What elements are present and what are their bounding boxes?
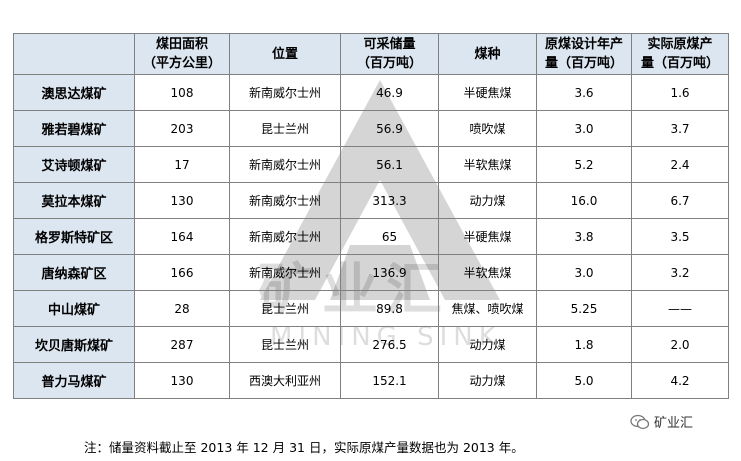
table-cell: 6.7 bbox=[631, 182, 729, 219]
table-cell: 136.9 bbox=[340, 254, 439, 291]
table-cell: 喷吹煤 bbox=[438, 110, 537, 147]
table-cell: 3.5 bbox=[631, 218, 729, 255]
table-cell: 313.3 bbox=[340, 182, 439, 219]
table-cell: 3.7 bbox=[631, 110, 729, 147]
table-cell: 3.0 bbox=[536, 254, 632, 291]
table-cell: 130 bbox=[134, 182, 230, 219]
table-cell: 1.8 bbox=[536, 326, 632, 363]
table-cell: 昆士兰州 bbox=[229, 110, 341, 147]
column-header-6: 实际原煤产 量（百万吨） bbox=[631, 33, 729, 75]
brand-label: 矿业汇 bbox=[654, 416, 694, 431]
header-row: 煤田面积 （平方公里） 位置 可采储量 （百万吨） 煤种 原煤设计年产 量（百万吨） 实际… bbox=[13, 33, 729, 75]
brand-badge: 矿业汇 bbox=[630, 412, 693, 431]
table-cell: 昆士兰州 bbox=[229, 290, 341, 327]
table-cell: 4.2 bbox=[631, 362, 729, 399]
table-cell: 203 bbox=[134, 110, 230, 147]
table-cell: 152.1 bbox=[340, 362, 439, 399]
table-wrapper: 煤田面积 （平方公里） 位置 可采储量 （百万吨） 煤种 原煤设计年产 量（百万吨） 实际… bbox=[13, 33, 729, 399]
table-cell: 5.2 bbox=[536, 146, 632, 183]
wechat-icon bbox=[630, 414, 650, 429]
table-row: 坎贝唐斯煤矿 287 昆士兰州 276.5 动力煤 1.8 2.0 bbox=[13, 326, 729, 363]
column-header-4: 煤种 bbox=[438, 33, 537, 75]
table-cell: 3.8 bbox=[536, 218, 632, 255]
mine-name-cell: 莫拉本煤矿 bbox=[13, 182, 135, 219]
table-cell: 108 bbox=[134, 74, 230, 111]
column-header-2: 位置 bbox=[229, 33, 341, 75]
table-row: 艾诗顿煤矿 17 新南威尔士州 56.1 半软焦煤 5.2 2.4 bbox=[13, 146, 729, 183]
table-cell: 新南威尔士州 bbox=[229, 182, 341, 219]
table-cell: 新南威尔士州 bbox=[229, 254, 341, 291]
table-cell: 17 bbox=[134, 146, 230, 183]
table-cell: 5.25 bbox=[536, 290, 632, 327]
table-cell: 新南威尔士州 bbox=[229, 74, 341, 111]
table-cell: 半硬焦煤 bbox=[438, 74, 537, 111]
table-row: 唐纳森矿区 166 新南威尔士州 136.9 半软焦煤 3.0 3.2 bbox=[13, 254, 729, 291]
table-cell: 半硬焦煤 bbox=[438, 218, 537, 255]
mine-name-cell: 澳思达煤矿 bbox=[13, 74, 135, 111]
table-cell: 166 bbox=[134, 254, 230, 291]
table-cell: 半软焦煤 bbox=[438, 254, 537, 291]
mine-name-cell: 雅若碧煤矿 bbox=[13, 110, 135, 147]
table-cell: 2.0 bbox=[631, 326, 729, 363]
table-cell: 130 bbox=[134, 362, 230, 399]
coal-mines-table: 煤田面积 （平方公里） 位置 可采储量 （百万吨） 煤种 原煤设计年产 量（百万吨） 实际… bbox=[13, 33, 729, 399]
table-cell: 动力煤 bbox=[438, 362, 537, 399]
table-cell: 新南威尔士州 bbox=[229, 146, 341, 183]
table-cell: 3.2 bbox=[631, 254, 729, 291]
table-cell: 昆士兰州 bbox=[229, 326, 341, 363]
table-cell: 3.6 bbox=[536, 74, 632, 111]
table-row: 澳思达煤矿 108 新南威尔士州 46.9 半硬焦煤 3.6 1.6 bbox=[13, 74, 729, 111]
table-cell: 3.0 bbox=[536, 110, 632, 147]
table-cell: 5.0 bbox=[536, 362, 632, 399]
table-cell: 半软焦煤 bbox=[438, 146, 537, 183]
table-cell: 西澳大利亚州 bbox=[229, 362, 341, 399]
mine-name-cell: 艾诗顿煤矿 bbox=[13, 146, 135, 183]
column-header-3: 可采储量 （百万吨） bbox=[340, 33, 439, 75]
table-row: 格罗斯特矿区 164 新南威尔士州 65 半硬焦煤 3.8 3.5 bbox=[13, 218, 729, 255]
mine-name-cell: 坎贝唐斯煤矿 bbox=[13, 326, 135, 363]
table-cell: 89.8 bbox=[340, 290, 439, 327]
table-cell: 46.9 bbox=[340, 74, 439, 111]
table-cell: 28 bbox=[134, 290, 230, 327]
table-row: 普力马煤矿 130 西澳大利亚州 152.1 动力煤 5.0 4.2 bbox=[13, 362, 729, 399]
table-row: 中山煤矿 28 昆士兰州 89.8 焦煤、喷吹煤 5.25 —— bbox=[13, 290, 729, 327]
column-header-0 bbox=[13, 33, 135, 75]
column-header-5: 原煤设计年产 量（百万吨） bbox=[536, 33, 632, 75]
table-row: 莫拉本煤矿 130 新南威尔士州 313.3 动力煤 16.0 6.7 bbox=[13, 182, 729, 219]
table-cell: 1.6 bbox=[631, 74, 729, 111]
table-cell: —— bbox=[631, 290, 729, 327]
table-cell: 新南威尔士州 bbox=[229, 218, 341, 255]
table-cell: 动力煤 bbox=[438, 182, 537, 219]
mine-name-cell: 中山煤矿 bbox=[13, 290, 135, 327]
table-cell: 65 bbox=[340, 218, 439, 255]
mine-name-cell: 格罗斯特矿区 bbox=[13, 218, 135, 255]
table-cell: 56.9 bbox=[340, 110, 439, 147]
table-cell: 164 bbox=[134, 218, 230, 255]
table-cell: 动力煤 bbox=[438, 326, 537, 363]
table-cell: 56.1 bbox=[340, 146, 439, 183]
table-cell: 焦煤、喷吹煤 bbox=[438, 290, 537, 327]
table-cell: 276.5 bbox=[340, 326, 439, 363]
table-cell: 16.0 bbox=[536, 182, 632, 219]
mine-name-cell: 普力马煤矿 bbox=[13, 362, 135, 399]
table-cell: 2.4 bbox=[631, 146, 729, 183]
column-header-1: 煤田面积 （平方公里） bbox=[134, 33, 230, 75]
table-cell: 287 bbox=[134, 326, 230, 363]
footnote: 注：储量资料截止至 2013 年 12 月 31 日，实际原煤产量数据也为 20… bbox=[84, 440, 524, 455]
table-row: 雅若碧煤矿 203 昆士兰州 56.9 喷吹煤 3.0 3.7 bbox=[13, 110, 729, 147]
mine-name-cell: 唐纳森矿区 bbox=[13, 254, 135, 291]
